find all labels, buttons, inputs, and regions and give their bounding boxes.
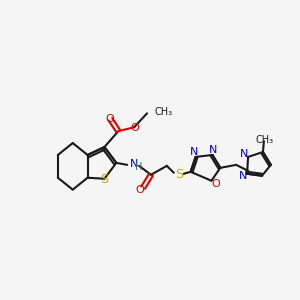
Text: CH₃: CH₃ — [155, 107, 173, 117]
Text: N: N — [130, 159, 138, 169]
Text: O: O — [211, 179, 220, 189]
Text: N: N — [189, 147, 198, 157]
Text: S: S — [100, 173, 108, 186]
Text: O: O — [136, 184, 145, 195]
Text: CH₃: CH₃ — [256, 135, 274, 145]
Text: S: S — [175, 168, 183, 181]
Text: N: N — [209, 145, 218, 155]
Text: N: N — [240, 149, 248, 159]
Text: N: N — [239, 171, 247, 181]
Text: O: O — [105, 114, 114, 124]
Text: H: H — [135, 162, 143, 172]
Text: O: O — [131, 123, 140, 133]
